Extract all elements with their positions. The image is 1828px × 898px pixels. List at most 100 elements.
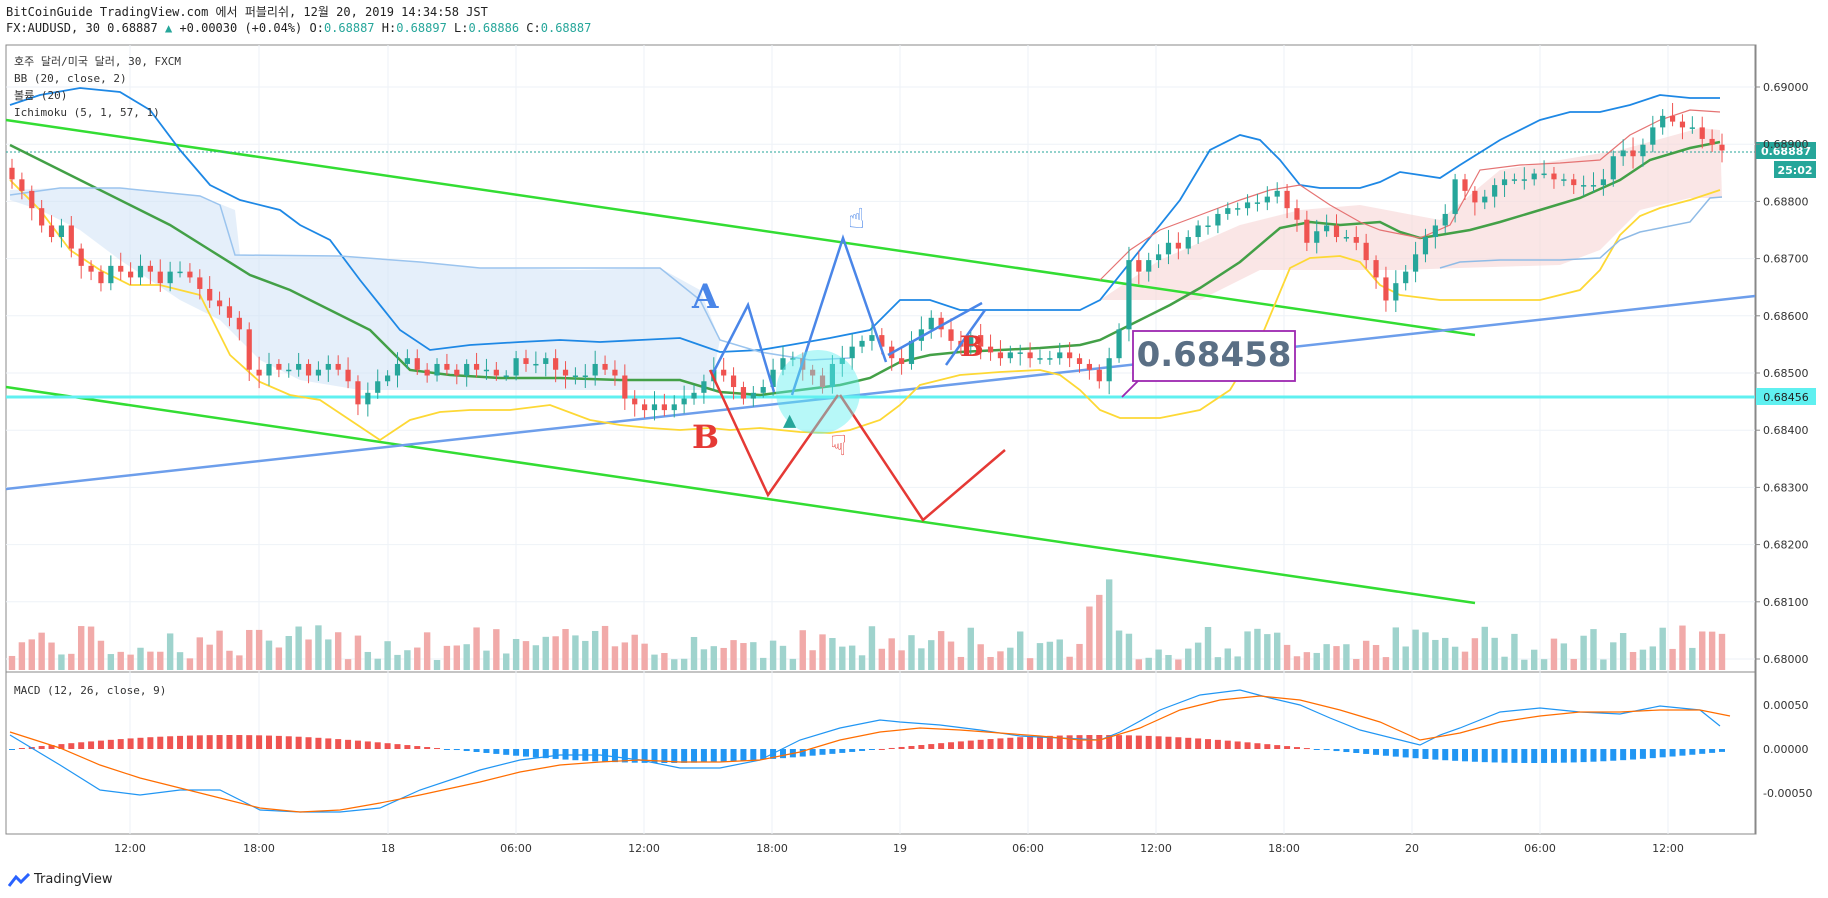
candle-body[interactable] [1165,242,1172,255]
candle-body[interactable] [1492,185,1498,197]
candle-body[interactable] [1264,196,1270,203]
candle-body[interactable] [29,190,35,209]
candle-body[interactable] [1610,156,1616,180]
candle-body[interactable] [335,363,341,370]
candle-body[interactable] [839,358,845,364]
candle-body[interactable] [1679,121,1686,128]
candle-body[interactable] [118,265,124,272]
candle-body[interactable] [1432,225,1438,238]
candle-body[interactable] [1501,179,1508,186]
candle-body[interactable] [790,358,796,360]
candle-body[interactable] [1551,173,1557,180]
candle-body[interactable] [1086,363,1092,370]
candle-body[interactable] [1076,358,1083,364]
candle-body[interactable] [612,369,618,376]
candle-body[interactable] [454,369,460,376]
candle-body[interactable] [197,277,203,289]
candle-body[interactable] [1304,219,1310,243]
candle-body[interactable] [1699,127,1705,139]
candle-body[interactable] [1205,225,1211,227]
candle-body[interactable] [1412,254,1419,272]
candle-body[interactable] [622,375,628,399]
candle-body[interactable] [1254,202,1261,204]
candle-body[interactable] [1600,179,1606,186]
candle-body[interactable] [1363,242,1369,261]
candle-body[interactable] [1235,208,1241,210]
candle-body[interactable] [464,363,470,376]
candle-body[interactable] [147,265,153,272]
candle-body[interactable] [681,398,687,405]
candle-body[interactable] [1541,173,1547,176]
blue-arrow-a[interactable] [710,301,776,393]
candle-body[interactable] [721,369,727,376]
candle-body[interactable] [918,329,924,341]
candle-body[interactable] [157,271,163,284]
label-a[interactable]: A [691,277,719,317]
candle-body[interactable] [632,398,638,405]
candle-body[interactable] [1719,144,1725,151]
candle-body[interactable] [908,340,915,364]
candle-body[interactable] [987,346,994,353]
candle-body[interactable] [256,369,262,376]
support-trendline[interactable] [5,294,1756,491]
candle-body[interactable] [1244,202,1251,209]
candle-body[interactable] [207,288,213,301]
candle-body[interactable] [760,387,766,393]
candle-body[interactable] [1007,352,1013,359]
candle-body[interactable] [1116,329,1122,359]
candle-body[interactable] [938,317,944,330]
candle-body[interactable] [819,375,826,388]
candle-body[interactable] [1640,144,1646,157]
candle-body[interactable] [315,369,322,376]
candle-body[interactable] [740,387,747,399]
candle-body[interactable] [1590,185,1597,187]
candle-body[interactable] [1284,190,1290,209]
red-arrow-a[interactable] [708,369,840,498]
candle-body[interactable] [533,363,539,366]
candle-body[interactable] [1452,179,1458,214]
candle-body[interactable] [305,363,312,376]
candle-body[interactable] [869,335,875,341]
candle-body[interactable] [236,317,242,330]
candle-body[interactable] [1333,225,1340,238]
candle-body[interactable] [1669,115,1676,122]
candle-body[interactable] [1709,138,1715,145]
label-b-right[interactable]: B [960,330,984,363]
candle-body[interactable] [642,404,648,411]
candle-body[interactable] [1294,208,1300,220]
candle-body[interactable] [898,358,905,364]
candle-body[interactable] [691,392,697,399]
candle-body[interactable] [1660,115,1666,128]
candle-body[interactable] [108,265,114,284]
candle-body[interactable] [1403,271,1409,284]
candle-body[interactable] [1482,196,1488,203]
candle-body[interactable] [78,248,84,266]
candle-body[interactable] [1531,173,1537,180]
candle-body[interactable] [1067,352,1073,359]
candle-body[interactable] [434,363,440,376]
candle-body[interactable] [187,271,193,278]
candle-body[interactable] [266,363,272,376]
blue-arrow-c[interactable] [944,309,987,366]
label-b[interactable]: B [692,418,719,456]
candle-body[interactable] [39,208,45,226]
candle-body[interactable] [1689,127,1695,129]
candle-body[interactable] [414,358,420,370]
candle-body[interactable] [1314,231,1320,243]
candle-body[interactable] [1393,283,1399,301]
candle-body[interactable] [394,363,401,376]
candle-body[interactable] [68,225,74,249]
candle-body[interactable] [1185,237,1191,249]
candle-body[interactable] [444,363,450,370]
candle-body[interactable] [948,329,954,341]
candle-body[interactable] [562,369,569,376]
candle-body[interactable] [978,335,984,347]
candle-body[interactable] [1472,190,1478,203]
candle-body[interactable] [1581,185,1587,187]
candle-body[interactable] [968,335,974,347]
candle-body[interactable] [167,271,173,284]
candle-body[interactable] [780,358,786,370]
candle-body[interactable] [1017,352,1023,354]
candle-body[interactable] [572,375,579,378]
candle-body[interactable] [1462,179,1468,191]
